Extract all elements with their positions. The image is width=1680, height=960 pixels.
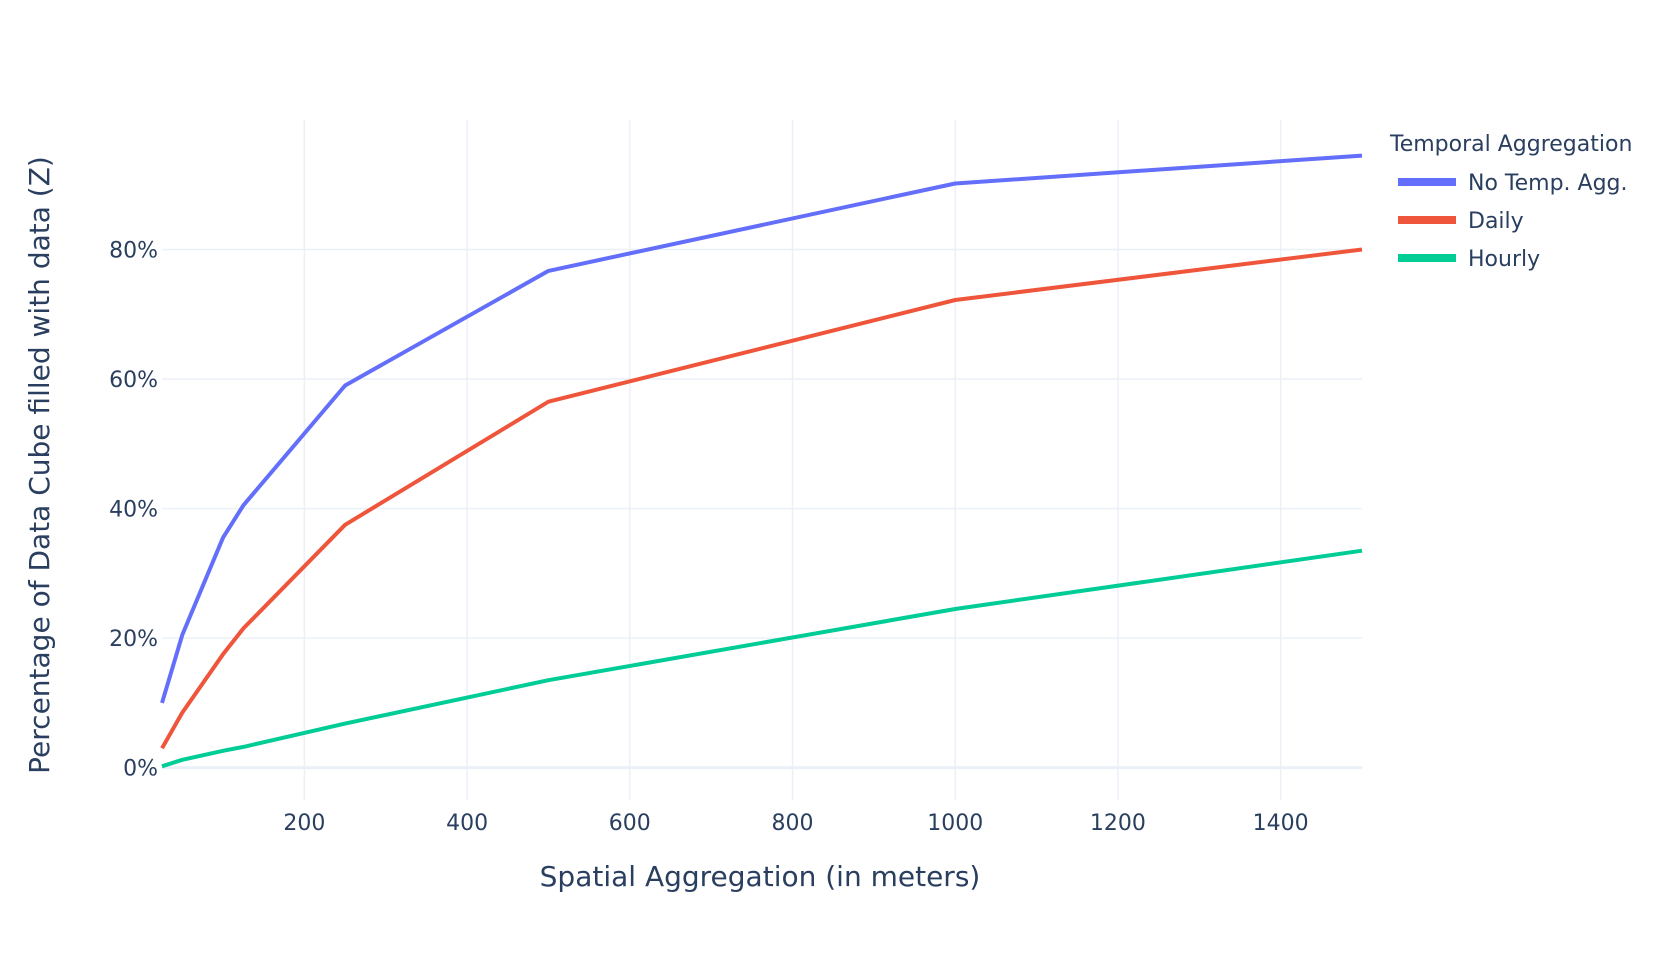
x-tick-label: 600 xyxy=(609,811,651,836)
legend-title: Temporal Aggregation xyxy=(1389,132,1632,157)
y-tick-label: 0% xyxy=(123,757,158,782)
legend-item-label: Hourly xyxy=(1468,247,1540,272)
x-axis-ticks: 200 400 600 800 1000 1200 1400 xyxy=(283,811,1308,836)
x-tick-label: 400 xyxy=(446,811,488,836)
legend-item-label: Daily xyxy=(1468,209,1524,234)
series-lines xyxy=(160,153,1363,769)
y-tick-label: 20% xyxy=(109,627,158,652)
y-tick-label: 40% xyxy=(109,498,158,523)
y-tick-label: 60% xyxy=(109,368,158,393)
x-tick-label: 1200 xyxy=(1090,811,1146,836)
gridlines xyxy=(162,120,1362,800)
y-axis-ticks: 0% 20% 40% 60% 80% xyxy=(109,239,158,782)
x-tick-label: 200 xyxy=(283,811,325,836)
x-tick-label: 1400 xyxy=(1253,811,1309,836)
series-line xyxy=(160,247,1363,750)
y-axis-title: Percentage of Data Cube filled with data… xyxy=(23,156,56,774)
series-line xyxy=(161,548,1363,769)
legend: Temporal Aggregation No Temp. Agg. Daily H… xyxy=(1389,132,1632,272)
x-tick-label: 1000 xyxy=(927,811,983,836)
x-axis-title: Spatial Aggregation (in meters) xyxy=(540,860,981,893)
x-tick-label: 800 xyxy=(772,811,814,836)
series-line xyxy=(160,153,1363,704)
legend-item-label: No Temp. Agg. xyxy=(1468,171,1628,196)
y-tick-label: 80% xyxy=(109,239,158,264)
